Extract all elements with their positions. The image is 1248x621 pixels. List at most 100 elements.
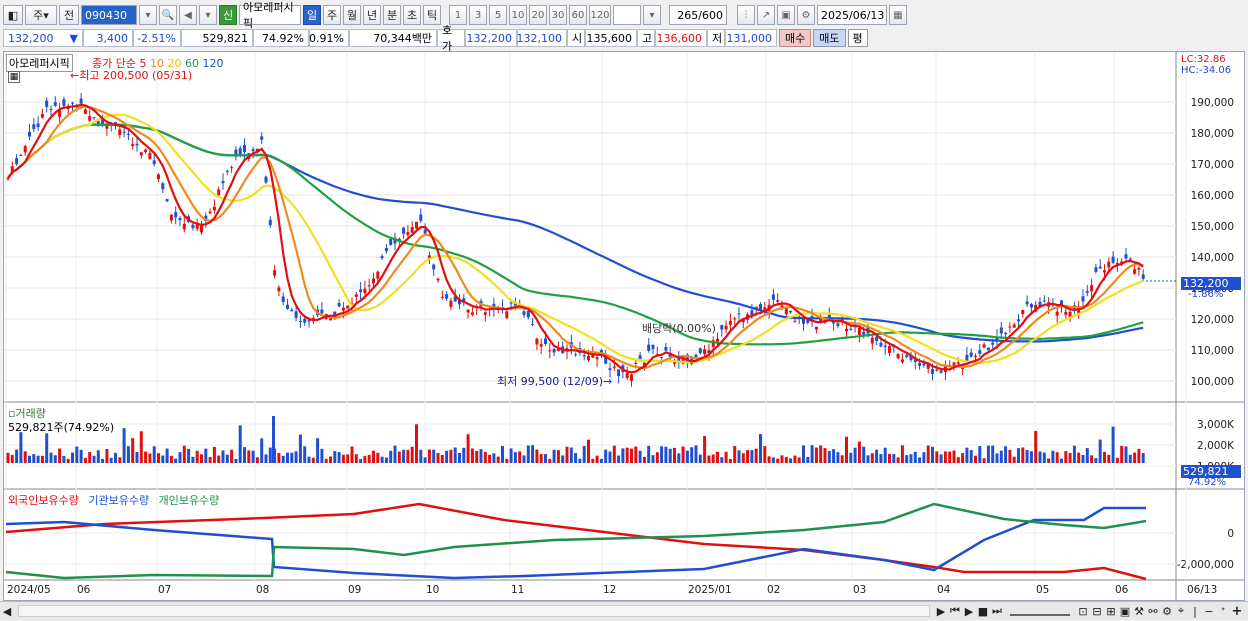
average-button[interactable]: 평 — [847, 29, 868, 47]
custom-interval-dropdown-icon[interactable]: ▾ — [643, 5, 661, 25]
volume-bar — [711, 454, 715, 463]
calendar-icon[interactable]: ▦ — [889, 5, 907, 25]
price-tick-label: 170,000 — [1191, 159, 1234, 171]
interval-20[interactable]: 20 — [529, 5, 547, 25]
volume-bar — [234, 458, 238, 463]
candle-body — [32, 124, 36, 130]
volume-bar — [819, 445, 823, 463]
settings-icon[interactable]: ⚙ — [1162, 604, 1172, 618]
volume-bar — [668, 448, 672, 463]
volume-bar — [483, 451, 487, 463]
volume-bar — [526, 445, 530, 463]
candle-body — [638, 355, 642, 362]
save-icon[interactable]: ▣ — [777, 5, 795, 25]
volume-bar — [784, 456, 788, 463]
candle-body — [913, 359, 917, 362]
candle-body — [445, 294, 449, 299]
volume-bar — [165, 448, 169, 463]
ma-legend[interactable]: 종가 단순 5 10 20 60 120 — [92, 55, 223, 71]
volume-bar — [169, 455, 173, 463]
count-field[interactable]: 265/600 — [669, 5, 727, 25]
date-input[interactable]: 2025/06/13 — [817, 5, 887, 25]
candle-body — [6, 178, 10, 180]
period-tick[interactable]: 틱 — [423, 5, 441, 25]
jump-end-icon[interactable]: ⏭ — [992, 604, 1002, 617]
candle-body — [1124, 254, 1128, 259]
tool-icon[interactable]: ⚒ — [1134, 604, 1144, 618]
interval-1[interactable]: 1 — [449, 5, 467, 25]
holding-legend[interactable]: 외국인보유수량 기관보유수량 개인보유수량 — [8, 492, 219, 508]
period-second[interactable]: 초 — [403, 5, 421, 25]
volume-bar — [470, 448, 474, 463]
volume-bar — [1133, 452, 1137, 463]
candle-body — [552, 348, 556, 353]
interval-60[interactable]: 60 — [569, 5, 587, 25]
candle-body — [178, 218, 182, 221]
split-icon[interactable]: ⊡ — [1078, 604, 1088, 618]
crosshair-icon[interactable]: ⌖ — [1177, 604, 1185, 617]
link-icon[interactable]: ⚯ — [1148, 604, 1158, 618]
volume-bar — [212, 446, 216, 463]
gear-icon[interactable]: ⚙ — [797, 5, 815, 25]
chart-menu-icon[interactable]: ◧ — [3, 5, 23, 25]
chart-scrollbar[interactable]: ◀ ▶ ⏮ ▶ ■ ⏭ ⊡ ⊟ ⊞ ▣ ⚒ ⚯ ⚙ ⌖ | − ᐩ + — [0, 601, 1248, 620]
volume-bar — [556, 450, 560, 463]
volume-bar — [849, 452, 853, 463]
interval-5[interactable]: 5 — [489, 5, 507, 25]
volume-bar — [131, 438, 135, 463]
stop-icon[interactable]: ■ — [977, 604, 989, 618]
volume-bar — [174, 458, 178, 463]
interval-120[interactable]: 120 — [589, 5, 611, 25]
interval-10[interactable]: 10 — [509, 5, 527, 25]
window-icon[interactable]: ▣ — [1119, 604, 1131, 618]
search-icon[interactable]: 🔍 — [159, 5, 177, 25]
stock-name-field[interactable]: 아모레퍼시픽 — [239, 1, 301, 30]
code-dropdown-icon[interactable]: ▾ — [139, 5, 157, 25]
period-week[interactable]: 주 — [323, 5, 341, 25]
candle-body — [281, 296, 285, 303]
zoom-in-icon[interactable]: + — [1231, 603, 1243, 619]
compare-icon[interactable]: ⊟ — [1092, 604, 1102, 618]
zoom-out-icon[interactable]: − — [1204, 604, 1214, 618]
volume-bar — [1021, 447, 1025, 463]
candle-body — [720, 325, 724, 330]
buy-button[interactable]: 매수 — [779, 29, 812, 47]
sell-button[interactable]: 매도 — [813, 29, 846, 47]
zoom-reset-icon[interactable]: ᐩ — [1220, 604, 1226, 618]
scroll-track[interactable] — [18, 605, 930, 617]
jump-start-icon[interactable]: ⏮ — [950, 604, 960, 617]
volume-bar — [698, 454, 702, 463]
period-day[interactable]: 일 — [303, 5, 321, 25]
sound-icon[interactable]: ◀ — [179, 5, 197, 25]
candle-type-icon[interactable]: ⫶ — [737, 5, 755, 25]
stock-chart[interactable]: 190,000 180,000 170,000 160,000 150,000 140,0… — [4, 52, 1244, 600]
scroll-right-icon[interactable]: ▶ — [936, 604, 946, 618]
period-year[interactable]: 년 — [363, 5, 381, 25]
period-select[interactable]: 주 ▾ — [25, 5, 57, 25]
interval-3[interactable]: 3 — [469, 5, 487, 25]
period-minute[interactable]: 분 — [383, 5, 401, 25]
candle-body — [152, 160, 156, 165]
stock-code-input[interactable]: 090430 — [81, 5, 137, 25]
zoom-slider[interactable] — [1010, 606, 1070, 616]
prev-button[interactable]: 전 — [59, 5, 79, 25]
volume-bar — [191, 456, 195, 463]
bar-icon[interactable]: | — [1193, 604, 1197, 618]
sound-dropdown-icon[interactable]: ▾ — [199, 5, 217, 25]
volume-title-text: 거래량 — [15, 407, 46, 420]
scroll-left-icon[interactable]: ◀ — [2, 604, 12, 618]
stock-name-label[interactable]: 아모레퍼시픽 — [6, 54, 73, 72]
count-value: 265 — [677, 8, 699, 22]
layout-icon[interactable]: ⊞ — [1106, 604, 1116, 618]
interval-30[interactable]: 30 — [549, 5, 567, 25]
chart-area[interactable]: 190,000 180,000 170,000 160,000 150,000 140,0… — [3, 51, 1245, 601]
new-badge[interactable]: 신 — [219, 5, 237, 25]
play-icon[interactable]: ▶ — [964, 604, 974, 618]
custom-interval-input[interactable] — [613, 5, 641, 25]
period-month[interactable]: 월 — [343, 5, 361, 25]
candle-body — [965, 354, 969, 362]
candle-body — [771, 294, 775, 300]
draw-tool-icon[interactable]: ↗ — [757, 5, 775, 25]
candle-body — [397, 238, 401, 241]
table-icon[interactable]: ▦ — [8, 71, 20, 83]
